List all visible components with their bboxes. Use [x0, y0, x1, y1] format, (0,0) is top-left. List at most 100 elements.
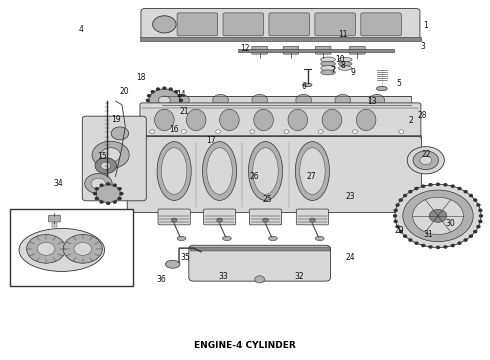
Circle shape — [469, 194, 472, 197]
Text: 32: 32 — [294, 271, 304, 280]
FancyBboxPatch shape — [158, 209, 190, 225]
Ellipse shape — [202, 141, 237, 201]
Ellipse shape — [321, 66, 335, 71]
Text: 5: 5 — [396, 79, 401, 88]
Circle shape — [163, 87, 166, 89]
Text: 6: 6 — [301, 82, 306, 91]
Text: 35: 35 — [180, 253, 190, 262]
Circle shape — [451, 244, 454, 247]
Circle shape — [101, 162, 111, 169]
Circle shape — [255, 276, 265, 283]
Circle shape — [415, 242, 418, 244]
FancyBboxPatch shape — [177, 13, 218, 36]
Ellipse shape — [338, 57, 352, 62]
FancyBboxPatch shape — [223, 13, 264, 36]
FancyBboxPatch shape — [49, 215, 60, 222]
Circle shape — [395, 184, 481, 247]
Circle shape — [469, 235, 472, 237]
Circle shape — [407, 147, 444, 174]
Ellipse shape — [356, 109, 376, 131]
Circle shape — [394, 220, 397, 222]
Circle shape — [352, 130, 357, 134]
Circle shape — [429, 246, 432, 248]
Circle shape — [422, 244, 425, 247]
Ellipse shape — [222, 236, 231, 240]
Circle shape — [151, 108, 154, 110]
Ellipse shape — [186, 109, 206, 131]
Circle shape — [26, 234, 66, 263]
Text: 4: 4 — [79, 25, 84, 34]
Text: 22: 22 — [421, 150, 431, 159]
Ellipse shape — [173, 94, 189, 107]
Bar — [10, 209, 133, 286]
Circle shape — [451, 185, 454, 187]
Text: 36: 36 — [156, 275, 166, 284]
Circle shape — [179, 99, 182, 102]
Bar — [190, 247, 330, 251]
Circle shape — [157, 111, 159, 113]
Circle shape — [113, 184, 116, 186]
Circle shape — [409, 190, 412, 193]
Circle shape — [429, 210, 447, 222]
Circle shape — [63, 234, 102, 263]
Bar — [238, 49, 394, 51]
Bar — [162, 96, 411, 105]
Circle shape — [100, 184, 103, 186]
Circle shape — [263, 218, 269, 222]
Circle shape — [91, 178, 106, 189]
Ellipse shape — [376, 86, 387, 91]
Ellipse shape — [338, 62, 352, 66]
Circle shape — [413, 197, 464, 234]
Text: 13: 13 — [367, 97, 377, 106]
Text: 33: 33 — [218, 271, 228, 280]
Circle shape — [437, 246, 440, 248]
Circle shape — [150, 130, 155, 134]
Text: 8: 8 — [341, 61, 345, 70]
Circle shape — [394, 209, 397, 211]
Bar — [140, 135, 421, 139]
Circle shape — [159, 96, 170, 105]
Ellipse shape — [300, 148, 325, 194]
FancyBboxPatch shape — [127, 136, 421, 213]
Text: 34: 34 — [53, 179, 63, 188]
FancyBboxPatch shape — [140, 103, 421, 137]
Circle shape — [480, 215, 483, 217]
Circle shape — [95, 188, 98, 190]
FancyBboxPatch shape — [316, 46, 331, 54]
Text: 18: 18 — [137, 73, 146, 82]
FancyBboxPatch shape — [283, 46, 299, 54]
Circle shape — [107, 202, 110, 204]
Circle shape — [153, 16, 176, 33]
Circle shape — [169, 111, 172, 113]
Circle shape — [318, 130, 323, 134]
Ellipse shape — [207, 148, 232, 194]
Circle shape — [403, 190, 473, 242]
FancyBboxPatch shape — [361, 13, 401, 36]
Circle shape — [147, 99, 149, 102]
FancyBboxPatch shape — [189, 245, 331, 281]
Circle shape — [396, 204, 399, 206]
Circle shape — [477, 204, 480, 206]
Circle shape — [420, 156, 432, 165]
Ellipse shape — [220, 109, 239, 131]
Circle shape — [147, 104, 150, 106]
Ellipse shape — [303, 83, 312, 87]
Circle shape — [396, 226, 399, 228]
Text: 11: 11 — [338, 30, 347, 39]
Circle shape — [458, 188, 461, 190]
Circle shape — [111, 127, 129, 140]
Text: 29: 29 — [394, 226, 404, 235]
Text: 12: 12 — [240, 44, 250, 53]
Ellipse shape — [248, 141, 283, 201]
Circle shape — [477, 226, 480, 228]
Circle shape — [409, 239, 412, 241]
Ellipse shape — [321, 61, 335, 66]
Circle shape — [171, 218, 177, 222]
Text: 26: 26 — [250, 172, 260, 181]
Circle shape — [437, 183, 440, 185]
Text: 21: 21 — [179, 107, 189, 116]
Ellipse shape — [19, 228, 104, 271]
Ellipse shape — [253, 148, 278, 194]
Circle shape — [217, 218, 222, 222]
Text: 9: 9 — [350, 68, 355, 77]
